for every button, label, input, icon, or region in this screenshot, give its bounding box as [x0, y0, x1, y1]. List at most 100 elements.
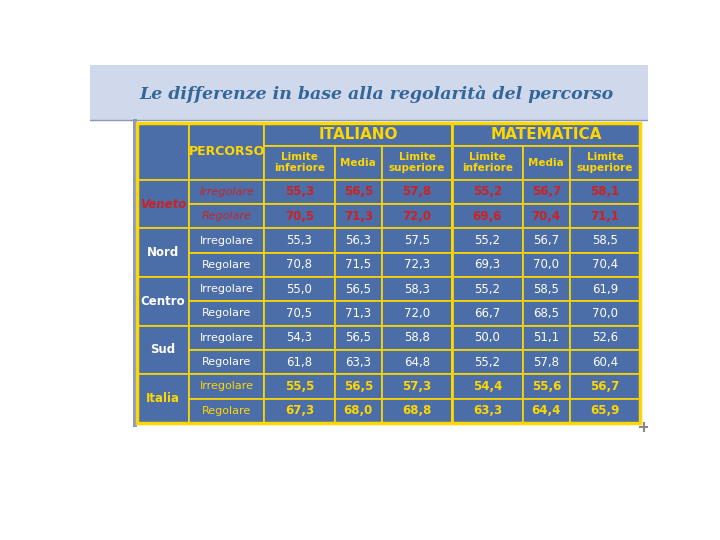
Text: 67,3: 67,3: [285, 404, 314, 417]
Text: 58,5: 58,5: [592, 234, 618, 247]
Text: 71,5: 71,5: [345, 258, 372, 271]
Bar: [452, 374, 523, 399]
Bar: [452, 228, 523, 253]
Bar: [452, 253, 523, 277]
Bar: [137, 123, 640, 423]
Bar: [570, 301, 640, 326]
Bar: [335, 228, 382, 253]
Bar: [382, 204, 452, 228]
Text: 71,3: 71,3: [343, 210, 373, 222]
Text: 66,7: 66,7: [474, 307, 500, 320]
Bar: [264, 204, 335, 228]
Text: 71,1: 71,1: [590, 210, 620, 222]
Bar: [570, 374, 640, 399]
Text: 57,8: 57,8: [402, 185, 432, 198]
Text: 58,3: 58,3: [404, 282, 430, 295]
Text: 65,9: 65,9: [590, 404, 620, 417]
Bar: [382, 180, 452, 204]
Text: 72,3: 72,3: [404, 258, 430, 271]
Bar: [570, 253, 640, 277]
Bar: [523, 277, 570, 301]
Bar: [523, 350, 570, 374]
Text: 70,0: 70,0: [534, 258, 559, 271]
Text: 57,5: 57,5: [404, 234, 430, 247]
Text: 72,0: 72,0: [402, 210, 431, 222]
Bar: [570, 277, 640, 301]
Text: Italia: Italia: [146, 392, 180, 405]
Bar: [452, 399, 523, 423]
Bar: [137, 277, 189, 326]
Text: 57,3: 57,3: [402, 380, 432, 393]
Text: 56,5: 56,5: [346, 282, 372, 295]
Bar: [570, 180, 640, 204]
Bar: [452, 123, 640, 146]
Text: Media: Media: [528, 158, 564, 167]
Text: 72,0: 72,0: [404, 307, 430, 320]
Bar: [264, 277, 335, 301]
Text: 70,8: 70,8: [287, 258, 312, 271]
Bar: [264, 326, 335, 350]
Bar: [189, 228, 264, 253]
Bar: [189, 374, 264, 399]
Text: Limite
inferiore: Limite inferiore: [274, 152, 325, 173]
Text: 55,6: 55,6: [531, 380, 561, 393]
Text: 55,2: 55,2: [474, 282, 500, 295]
Bar: [189, 399, 264, 423]
Bar: [335, 326, 382, 350]
Bar: [570, 399, 640, 423]
Text: Regolare: Regolare: [202, 211, 252, 221]
Text: 50,0: 50,0: [474, 331, 500, 345]
Text: Centro: Centro: [140, 295, 185, 308]
Text: Veneto: Veneto: [140, 198, 186, 211]
Bar: [137, 180, 189, 228]
Bar: [264, 374, 335, 399]
Bar: [264, 253, 335, 277]
Bar: [189, 204, 264, 228]
Bar: [570, 146, 640, 180]
Bar: [570, 350, 640, 374]
Text: 70,0: 70,0: [592, 307, 618, 320]
Bar: [264, 123, 452, 146]
Bar: [382, 301, 452, 326]
Bar: [335, 301, 382, 326]
Text: 70,5: 70,5: [285, 210, 314, 222]
Text: 56,7: 56,7: [534, 234, 559, 247]
Bar: [264, 228, 335, 253]
Bar: [523, 374, 570, 399]
Text: 64,8: 64,8: [404, 355, 430, 369]
Text: 68,5: 68,5: [534, 307, 559, 320]
Bar: [132, 119, 137, 427]
Text: 68,0: 68,0: [343, 404, 373, 417]
Bar: [189, 326, 264, 350]
Text: 55,2: 55,2: [474, 355, 500, 369]
Bar: [452, 180, 523, 204]
Bar: [382, 399, 452, 423]
Text: 70,5: 70,5: [287, 307, 312, 320]
Bar: [189, 277, 264, 301]
Text: 56,5: 56,5: [346, 331, 372, 345]
Text: 61,8: 61,8: [287, 355, 312, 369]
Text: 55,3: 55,3: [287, 234, 312, 247]
Bar: [264, 146, 335, 180]
Text: 56,3: 56,3: [346, 234, 372, 247]
Bar: [382, 277, 452, 301]
Bar: [570, 228, 640, 253]
Text: 70,4: 70,4: [592, 258, 618, 271]
Text: 58,8: 58,8: [404, 331, 430, 345]
Bar: [523, 204, 570, 228]
Bar: [570, 326, 640, 350]
Text: 55,2: 55,2: [473, 185, 502, 198]
Bar: [137, 228, 189, 277]
Bar: [335, 146, 382, 180]
Text: Limite
superiore: Limite superiore: [389, 152, 445, 173]
Bar: [452, 204, 523, 228]
Bar: [452, 277, 523, 301]
Text: 57,8: 57,8: [534, 355, 559, 369]
Text: Regolare: Regolare: [202, 308, 251, 319]
Text: 54,3: 54,3: [287, 331, 312, 345]
Text: 71,3: 71,3: [345, 307, 372, 320]
Text: 61,9: 61,9: [592, 282, 618, 295]
Text: 60,4: 60,4: [592, 355, 618, 369]
Bar: [523, 326, 570, 350]
Text: 54,4: 54,4: [473, 380, 502, 393]
